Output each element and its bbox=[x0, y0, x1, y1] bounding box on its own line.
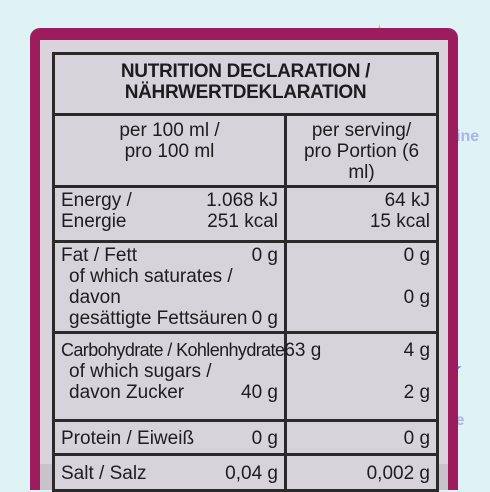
fat-cell: Fat / Fett 0 g of which saturates / davo… bbox=[52, 240, 287, 334]
sugars-label-line2: davon Zucker bbox=[69, 382, 185, 403]
table-row-carbohydrate: Carbohydrate / Kohlenhydrate 63 g of whi… bbox=[52, 331, 440, 422]
table-row-fat: Fat / Fett 0 g of which saturates / davo… bbox=[52, 240, 440, 334]
saturates-line: gesättigte Fettsäuren 0 g bbox=[61, 308, 278, 329]
energy-per100-kcal: 251 kcal bbox=[207, 211, 278, 232]
energy-serving-kcal: 15 kcal bbox=[369, 211, 431, 232]
salt-per100: 0,04 g bbox=[225, 463, 278, 484]
carbohydrate-serving-cell: 4 g 2 g bbox=[283, 331, 440, 422]
salt-label: Salt / Salz bbox=[61, 463, 147, 484]
salt-serving: 0,002 g bbox=[366, 463, 431, 484]
brand-text-faint: ine bbox=[456, 128, 480, 145]
energy-kcal-line: Energie 251 kcal bbox=[61, 211, 278, 232]
energy-per100-kj: 1.068 kJ bbox=[206, 190, 278, 211]
sugars-serving: 2 g bbox=[403, 382, 431, 403]
table-title-row: NUTRITION DECLARATION / NÄHRWERTDEKLARAT… bbox=[51, 52, 440, 116]
fat-serving-cell: 0 g 0 g bbox=[283, 240, 440, 334]
energy-serving-cell: 64 kJ 15 kcal bbox=[283, 185, 440, 243]
column-header-per100-line1: per 100 ml / bbox=[119, 120, 220, 141]
table-row-protein: Protein / Eiweiß 0 g 0 g bbox=[52, 419, 440, 456]
fat-line: Fat / Fett 0 g bbox=[61, 245, 278, 266]
table-title: NUTRITION DECLARATION / NÄHRWERTDEKLARAT… bbox=[51, 52, 440, 116]
sugars-line: davon Zucker 40 g bbox=[61, 382, 278, 403]
protein-serving: 0 g bbox=[403, 428, 431, 449]
column-header-serving: per serving/ pro Portion (6 ml) bbox=[283, 113, 440, 188]
column-header-per100-line2: pro 100 ml bbox=[124, 141, 215, 162]
saturates-serving: 0 g bbox=[403, 287, 431, 308]
saturates-per100: 0 g bbox=[251, 308, 278, 329]
energy-label-en: Energy / bbox=[61, 190, 132, 211]
saturates-label-line1: of which saturates / davon bbox=[69, 266, 233, 308]
fat-per100: 0 g bbox=[251, 245, 278, 266]
title-line-german: NÄHRWERTDEKLARATION bbox=[124, 82, 367, 103]
column-header-row: per 100 ml / pro 100 ml per serving/ pro… bbox=[52, 113, 440, 188]
carbohydrate-per100: 63 g bbox=[284, 340, 322, 361]
table-row-salt: Salt / Salz 0,04 g 0,002 g bbox=[52, 453, 440, 492]
carbohydrate-line: Carbohydrate / Kohlenhydrate 63 g bbox=[61, 340, 321, 361]
title-line-english: NUTRITION DECLARATION / bbox=[120, 61, 371, 82]
carbohydrate-label: Carbohydrate / Kohlenhydrate bbox=[61, 340, 285, 360]
saturates-label-line2: gesättigte Fettsäuren bbox=[69, 308, 248, 329]
salt-cell: Salt / Salz 0,04 g bbox=[52, 453, 287, 492]
energy-serving-kj: 64 kJ bbox=[384, 190, 431, 211]
protein-line: Protein / Eiweiß 0 g bbox=[61, 428, 278, 449]
protein-serving-cell: 0 g bbox=[283, 419, 440, 456]
protein-cell: Protein / Eiweiß 0 g bbox=[52, 419, 287, 456]
fat-serving: 0 g bbox=[403, 245, 431, 266]
carbohydrate-serving: 4 g bbox=[403, 340, 431, 361]
salt-line: Salt / Salz 0,04 g bbox=[61, 463, 278, 484]
spacer bbox=[293, 361, 430, 382]
energy-cell: Energy / 1.068 kJ Energie 251 kcal bbox=[52, 185, 287, 243]
column-header-per100: per 100 ml / pro 100 ml bbox=[52, 113, 287, 188]
fat-label: Fat / Fett bbox=[61, 245, 138, 266]
carbohydrate-cell: Carbohydrate / Kohlenhydrate 63 g of whi… bbox=[52, 331, 321, 422]
sugars-per100: 40 g bbox=[241, 382, 278, 403]
energy-kj-line: Energy / 1.068 kJ bbox=[61, 190, 278, 211]
nutrition-table: NUTRITION DECLARATION / NÄHRWERTDEKLARAT… bbox=[51, 52, 440, 492]
energy-label-de: Energie bbox=[61, 211, 127, 232]
protein-per100: 0 g bbox=[251, 428, 278, 449]
table-row-energy: Energy / 1.068 kJ Energie 251 kcal 64 kJ… bbox=[52, 185, 440, 243]
salt-serving-cell: 0,002 g bbox=[283, 453, 440, 492]
protein-label: Protein / Eiweiß bbox=[61, 428, 195, 449]
spacer bbox=[293, 266, 430, 287]
column-header-serving-line2: pro Portion (6 ml) bbox=[303, 141, 420, 183]
column-header-serving-line1: per serving/ bbox=[311, 120, 412, 141]
sugars-label-line1: of which sugars / bbox=[69, 361, 212, 382]
